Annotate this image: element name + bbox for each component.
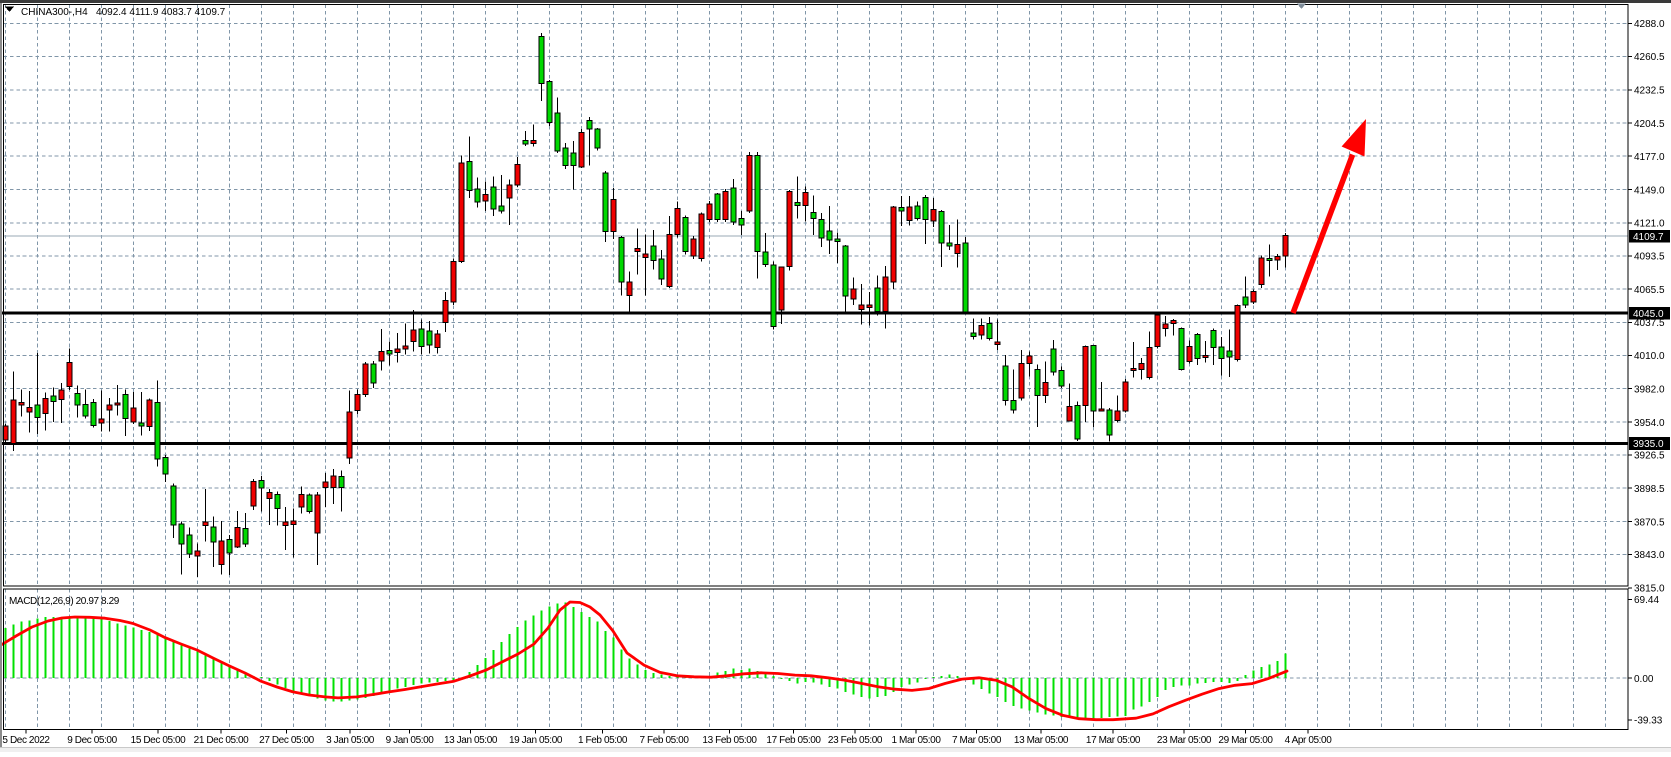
svg-text:3870.5: 3870.5 <box>1634 517 1665 528</box>
svg-text:5 Dec 2022: 5 Dec 2022 <box>2 735 50 746</box>
svg-text:4 Apr 05:00: 4 Apr 05:00 <box>1285 735 1333 746</box>
svg-text:0.00: 0.00 <box>1634 674 1654 685</box>
svg-text:17 Feb 05:00: 17 Feb 05:00 <box>766 735 821 746</box>
svg-text:23 Feb 05:00: 23 Feb 05:00 <box>828 735 883 746</box>
svg-text:7 Feb 05:00: 7 Feb 05:00 <box>640 735 690 746</box>
svg-text:CHINA300-,H4 4092.4 4111.9 4: CHINA300-,H4 4092.4 4111.9 4083.7 4109.7 <box>21 7 226 18</box>
svg-text:1 Mar 05:00: 1 Mar 05:00 <box>892 735 942 746</box>
svg-text:19 Jan 05:00: 19 Jan 05:00 <box>509 735 563 746</box>
svg-text:23 Mar 05:00: 23 Mar 05:00 <box>1157 735 1212 746</box>
svg-text:29 Mar 05:00: 29 Mar 05:00 <box>1218 735 1273 746</box>
svg-text:9 Dec 05:00: 9 Dec 05:00 <box>67 735 117 746</box>
svg-text:69.44: 69.44 <box>1634 595 1659 606</box>
svg-text:13 Jan 05:00: 13 Jan 05:00 <box>444 735 498 746</box>
svg-text:4121.0: 4121.0 <box>1634 219 1665 230</box>
svg-text:17 Mar 05:00: 17 Mar 05:00 <box>1086 735 1141 746</box>
svg-text:9 Jan 05:00: 9 Jan 05:00 <box>386 735 435 746</box>
svg-text:27 Dec 05:00: 27 Dec 05:00 <box>259 735 315 746</box>
svg-text:4065.5: 4065.5 <box>1634 285 1665 296</box>
svg-text:4232.5: 4232.5 <box>1634 86 1665 97</box>
svg-text:4109.7: 4109.7 <box>1633 232 1664 243</box>
svg-text:21 Dec 05:00: 21 Dec 05:00 <box>194 735 250 746</box>
svg-text:4093.5: 4093.5 <box>1634 252 1665 263</box>
svg-text:15 Dec 05:00: 15 Dec 05:00 <box>131 735 187 746</box>
svg-text:3935.0: 3935.0 <box>1633 439 1664 450</box>
svg-text:4149.0: 4149.0 <box>1634 185 1665 196</box>
svg-text:4010.0: 4010.0 <box>1634 351 1665 362</box>
svg-text:3815.0: 3815.0 <box>1634 584 1665 595</box>
svg-text:-39.33: -39.33 <box>1634 716 1663 727</box>
svg-text:4177.0: 4177.0 <box>1634 152 1665 163</box>
svg-text:3898.5: 3898.5 <box>1634 484 1665 495</box>
svg-text:3 Jan 05:00: 3 Jan 05:00 <box>326 735 375 746</box>
svg-text:7 Mar 05:00: 7 Mar 05:00 <box>952 735 1002 746</box>
svg-text:3954.0: 3954.0 <box>1634 418 1665 429</box>
svg-text:1 Feb 05:00: 1 Feb 05:00 <box>578 735 628 746</box>
svg-text:3982.0: 3982.0 <box>1634 384 1665 395</box>
svg-text:4037.5: 4037.5 <box>1634 318 1665 329</box>
svg-text:4288.0: 4288.0 <box>1634 19 1665 30</box>
svg-text:3926.5: 3926.5 <box>1634 451 1665 462</box>
svg-text:4045.0: 4045.0 <box>1633 309 1664 320</box>
svg-text:13 Feb 05:00: 13 Feb 05:00 <box>702 735 757 746</box>
svg-text:4204.5: 4204.5 <box>1634 119 1665 130</box>
svg-text:13 Mar 05:00: 13 Mar 05:00 <box>1014 735 1069 746</box>
svg-text:MACD(12,26,9) 20.97 8.29: MACD(12,26,9) 20.97 8.29 <box>9 596 120 607</box>
svg-text:4260.5: 4260.5 <box>1634 52 1665 63</box>
svg-text:3843.0: 3843.0 <box>1634 550 1665 561</box>
